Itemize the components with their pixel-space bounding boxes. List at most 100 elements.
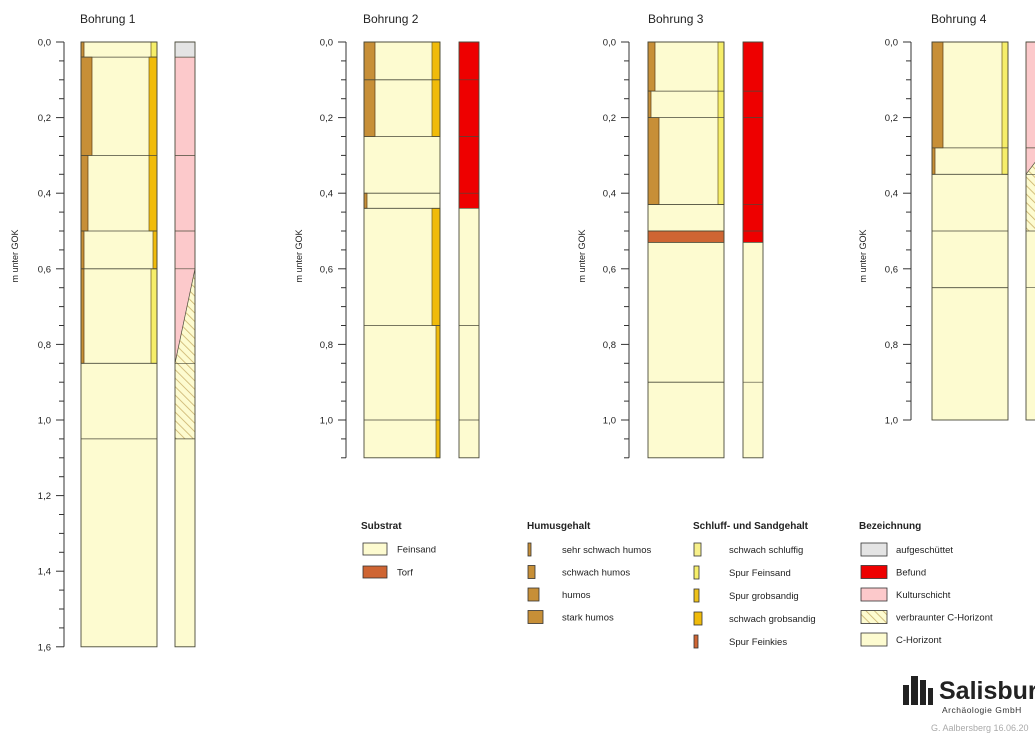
legend-humus-label: humos xyxy=(562,590,591,601)
designation-segment xyxy=(175,42,195,58)
designation-segment xyxy=(175,57,195,269)
legend-schluff-label: schwach schluffig xyxy=(729,545,803,556)
designation-segment xyxy=(1026,174,1035,231)
designation-segment xyxy=(1026,231,1035,420)
legend-schluff-swatch xyxy=(693,611,703,626)
tick-label: 0,2 xyxy=(885,113,898,124)
tick-label: 0,6 xyxy=(885,264,898,275)
humus-strip xyxy=(931,41,944,149)
column-outline xyxy=(80,41,158,648)
legend-bezeichnung-swatch xyxy=(860,587,888,602)
designation-segment xyxy=(175,363,195,439)
legend-bezeichnung-label: Kulturschicht xyxy=(896,590,951,601)
depth-axis-label: m unter GOK xyxy=(858,229,868,282)
legend-bezeichnung-label: Befund xyxy=(896,568,926,579)
sand-strip xyxy=(150,41,158,58)
logo: Salisbury Archäologie GmbH G. Aalbersber… xyxy=(903,676,1035,733)
tick-label: 0,6 xyxy=(38,264,51,275)
legend-humus-label: stark humos xyxy=(562,613,614,624)
tick-label: 0,2 xyxy=(38,113,51,124)
tick-label: 0,0 xyxy=(603,38,616,49)
humus-strip xyxy=(80,56,93,156)
designation-diagonal xyxy=(174,268,196,364)
tick-label: 1,0 xyxy=(38,416,51,427)
legend-humus-swatch xyxy=(527,587,540,602)
tick-label: 0,4 xyxy=(603,189,616,200)
designation-segment xyxy=(743,42,763,243)
sand-strip xyxy=(152,230,158,270)
tick-label: 1,0 xyxy=(885,416,898,427)
legend-humus-title: Humusgehalt xyxy=(527,521,591,532)
legend-schluff-swatch xyxy=(693,588,700,603)
legend-bezeichnung-label: verbraunter C-Horizont xyxy=(896,613,993,624)
humus-strip xyxy=(931,147,936,175)
sand-strip xyxy=(431,207,441,326)
sand-strip xyxy=(1001,41,1009,175)
borehole-3: Bohrung 3 0,0 0,2 0,4 0,6 0,8 1,0 m unter GOK xyxy=(577,12,764,459)
designation-segment xyxy=(175,438,195,647)
substrate-feinsand xyxy=(364,42,440,458)
borehole-title: Bohrung 1 xyxy=(80,12,136,26)
tick-label: 1,0 xyxy=(320,416,333,427)
legend-bezeichnung-label: aufgeschüttet xyxy=(896,545,953,556)
legend-substrat-label: Torf xyxy=(397,568,413,579)
substrate-feinsand xyxy=(648,42,724,458)
column-outline xyxy=(647,41,725,459)
depth-axis-label: m unter GOK xyxy=(577,229,587,282)
legend-schluff-swatch xyxy=(693,542,702,557)
tick-label: 0,4 xyxy=(320,189,333,200)
legend-humus-swatch xyxy=(527,542,532,557)
humus-strip xyxy=(363,41,376,137)
designation-outline xyxy=(174,41,196,648)
legend-substrat-swatch xyxy=(362,565,388,579)
credit-text: G. Aalbersberg 16.06.20 xyxy=(931,723,1029,733)
legend-humus-label: sehr schwach humos xyxy=(562,545,651,556)
tick-label: 0,2 xyxy=(320,113,333,124)
legend-substrat-swatch xyxy=(362,542,388,556)
substrate-torf xyxy=(647,230,725,243)
column-outline xyxy=(931,41,1009,421)
legend-bezeichnung-label: C-Horizont xyxy=(896,635,942,646)
tick-label: 0,4 xyxy=(38,189,51,200)
designation-outline xyxy=(458,41,480,459)
legend-bezeichnung-swatch xyxy=(860,542,888,557)
borehole-title: Bohrung 2 xyxy=(363,12,419,26)
designation-diagonal xyxy=(1025,161,1035,175)
tick-label: 0,6 xyxy=(603,264,616,275)
humus-strip xyxy=(647,90,652,118)
legend-substrat-label: Feinsand xyxy=(397,545,436,556)
depth-axis-label: m unter GOK xyxy=(294,229,304,282)
tick-label: 0,8 xyxy=(38,340,51,351)
designation-segment xyxy=(459,208,479,458)
legend: Substrat Feinsand Torf Humusgehalt sehr schw… xyxy=(361,521,993,649)
humus-strip xyxy=(647,41,656,92)
tick-label: 0,2 xyxy=(603,113,616,124)
legend-schluff-label: Spur grobsandig xyxy=(729,591,799,602)
sand-strip xyxy=(435,325,441,459)
legend-humus-swatch xyxy=(527,565,536,579)
legend-bezeichnung-title: Bezeichnung xyxy=(859,521,921,532)
legend-schluff-label: schwach grobsandig xyxy=(729,614,816,625)
column-outline xyxy=(363,41,441,459)
tick-label: 0,0 xyxy=(320,38,333,49)
designation-segment xyxy=(1026,147,1035,175)
humus-strip xyxy=(80,155,89,232)
logo-icon xyxy=(903,676,933,705)
sand-strip xyxy=(150,268,158,364)
designation-segment xyxy=(743,242,763,458)
legend-schluff-label: Spur Feinkies xyxy=(729,637,787,648)
tick-label: 0,6 xyxy=(320,264,333,275)
depth-axis-label: m unter GOK xyxy=(10,229,20,282)
legend-schluff-label: Spur Feinsand xyxy=(729,568,791,579)
borehole-4: Bohrung 4 0,0 0,2 0,4 0,6 0,8 1,0 m unter GOK xyxy=(858,12,1035,427)
legend-substrat-title: Substrat xyxy=(361,521,402,532)
sand-strip xyxy=(148,56,158,232)
designation-outline xyxy=(742,41,764,459)
tick-label: 1,4 xyxy=(38,567,51,578)
tick-label: 1,0 xyxy=(603,416,616,427)
legend-bezeichnung-swatch xyxy=(860,610,888,624)
legend-schluff-title: Schluff- und Sandgehalt xyxy=(693,521,809,532)
legend-schluff-swatch xyxy=(693,634,699,649)
tick-label: 0,8 xyxy=(320,340,333,351)
